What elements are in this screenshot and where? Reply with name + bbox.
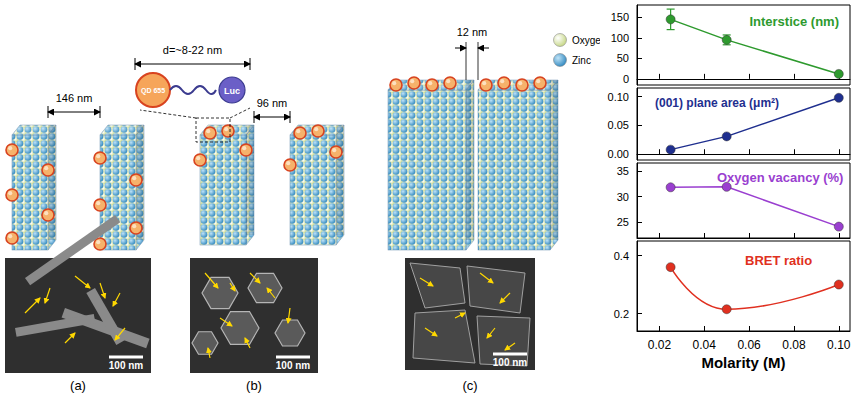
svg-text:25: 25 bbox=[617, 216, 629, 228]
svg-text:0.10: 0.10 bbox=[608, 91, 629, 103]
svg-text:50: 50 bbox=[617, 52, 629, 64]
svg-text:12 nm: 12 nm bbox=[457, 26, 488, 38]
svg-text:QD 655: QD 655 bbox=[141, 87, 165, 95]
svg-text:0: 0 bbox=[623, 73, 629, 85]
svg-text:0.05: 0.05 bbox=[608, 119, 629, 131]
svg-text:0.04: 0.04 bbox=[693, 338, 717, 352]
svg-text:100 nm: 100 nm bbox=[109, 360, 144, 371]
svg-text:100 nm: 100 nm bbox=[276, 360, 311, 371]
svg-text:Luc: Luc bbox=[224, 86, 240, 96]
svg-text:Molarity (M): Molarity (M) bbox=[701, 354, 785, 371]
svg-text:96 nm: 96 nm bbox=[257, 97, 288, 109]
svg-text:Oxygen vacancy (%): Oxygen vacancy (%) bbox=[717, 170, 843, 185]
svg-text:30: 30 bbox=[617, 191, 629, 203]
svg-text:100: 100 bbox=[611, 32, 629, 44]
svg-text:Oxygen: Oxygen bbox=[572, 35, 600, 46]
svg-text:(a): (a) bbox=[70, 378, 86, 393]
svg-text:0.2: 0.2 bbox=[614, 308, 629, 320]
svg-text:0.08: 0.08 bbox=[782, 338, 806, 352]
svg-text:0.02: 0.02 bbox=[648, 338, 672, 352]
svg-text:0.06: 0.06 bbox=[737, 338, 761, 352]
svg-text:Interstice (nm): Interstice (nm) bbox=[749, 14, 839, 29]
svg-text:(c): (c) bbox=[462, 378, 477, 393]
svg-text:(001) plane area (μm²): (001) plane area (μm²) bbox=[655, 96, 779, 110]
svg-text:146 nm: 146 nm bbox=[56, 92, 93, 104]
svg-text:BRET ratio: BRET ratio bbox=[745, 253, 812, 268]
svg-text:0.10: 0.10 bbox=[827, 338, 851, 352]
svg-text:35: 35 bbox=[617, 165, 629, 177]
svg-text:100 nm: 100 nm bbox=[493, 357, 528, 368]
svg-text:Zinc: Zinc bbox=[572, 55, 591, 66]
svg-text:150: 150 bbox=[611, 11, 629, 23]
svg-text:0.00: 0.00 bbox=[608, 148, 629, 160]
svg-text:(b): (b) bbox=[246, 378, 262, 393]
svg-text:0.4: 0.4 bbox=[614, 250, 629, 262]
svg-text:d=~8-22 nm: d=~8-22 nm bbox=[163, 44, 222, 56]
